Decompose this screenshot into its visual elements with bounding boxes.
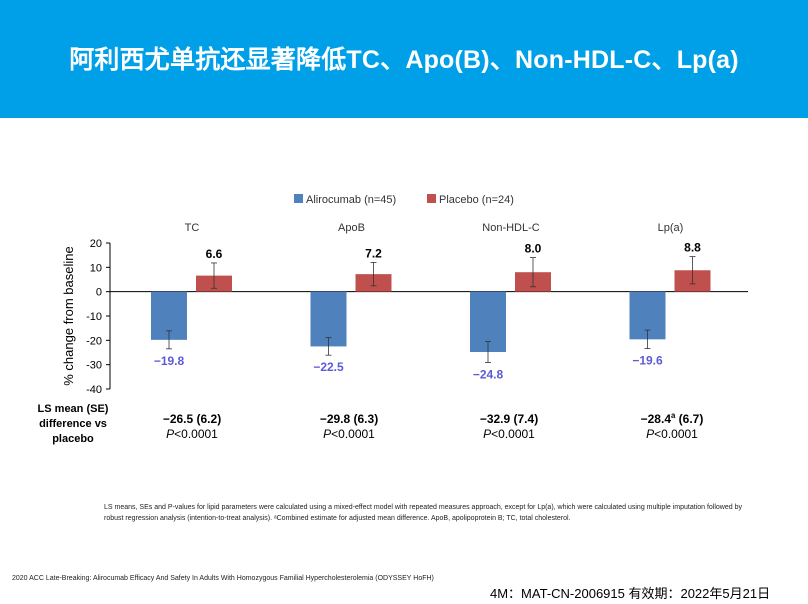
data-label-alirocumab: −22.5 (313, 360, 344, 374)
category-label: TC (185, 222, 200, 234)
data-label-alirocumab: −19.8 (154, 354, 185, 368)
ls-mean-diff-lpa: −28.4a (6.7) P<0.0001 (640, 411, 704, 441)
category-label: Non-HDL-C (482, 222, 540, 234)
ls-mean-label: LS mean (SE) difference vs placebo (18, 402, 128, 447)
legend-label-alirocumab: Alirocumab (n=45) (306, 194, 396, 206)
y-tick-label: 20 (90, 238, 102, 250)
legend-label-placebo: Placebo (n=24) (439, 194, 514, 206)
y-tick-label: 10 (90, 262, 102, 274)
ls-mean-diff-apob: −29.8 (6.3) P<0.0001 (319, 412, 379, 441)
data-label-alirocumab: −24.8 (473, 367, 504, 381)
ls-mean-diff-tc: −26.5 (6.2) P<0.0001 (162, 412, 222, 441)
footnote: LS means, SEs and P-values for lipid par… (104, 504, 742, 522)
data-label-placebo: 6.6 (206, 247, 223, 261)
y-tick-label: -20 (86, 335, 102, 347)
y-tick-label: 0 (96, 287, 102, 299)
legend-swatch-placebo (427, 194, 436, 203)
legend-swatch-alirocumab (294, 194, 303, 203)
ls-mean-label-line2: difference vs placebo (39, 418, 107, 445)
data-label-placebo: 7.2 (365, 246, 382, 260)
y-axis-label: % change from baseline (61, 246, 76, 385)
ls-mean-diff-non-hdl-c: −32.9 (7.4) P<0.0001 (479, 412, 539, 441)
y-tick-label: -30 (86, 360, 102, 372)
y-tick-label: -10 (86, 311, 102, 323)
category-label: ApoB (338, 222, 365, 234)
y-tick-label: -40 (86, 384, 102, 396)
ls-mean-label-line1: LS mean (SE) (37, 403, 109, 415)
citation: 2020 ACC Late-Breaking: Alirocumab Effic… (12, 575, 434, 582)
category-label: Lp(a) (658, 222, 684, 234)
data-label-placebo: 8.8 (684, 241, 701, 255)
slide-title: 阿利西尤单抗还显著降低TC、Apo(B)、Non-HDL-C、Lp(a) (69, 46, 739, 74)
data-label-placebo: 8.0 (525, 242, 542, 256)
data-label-alirocumab: −19.6 (632, 354, 663, 368)
approval-code: 4M：MAT-CN-2006915 有效期：2022年5月21日 (490, 586, 771, 601)
title-banner: 阿利西尤单抗还显著降低TC、Apo(B)、Non-HDL-C、Lp(a) (0, 0, 808, 118)
